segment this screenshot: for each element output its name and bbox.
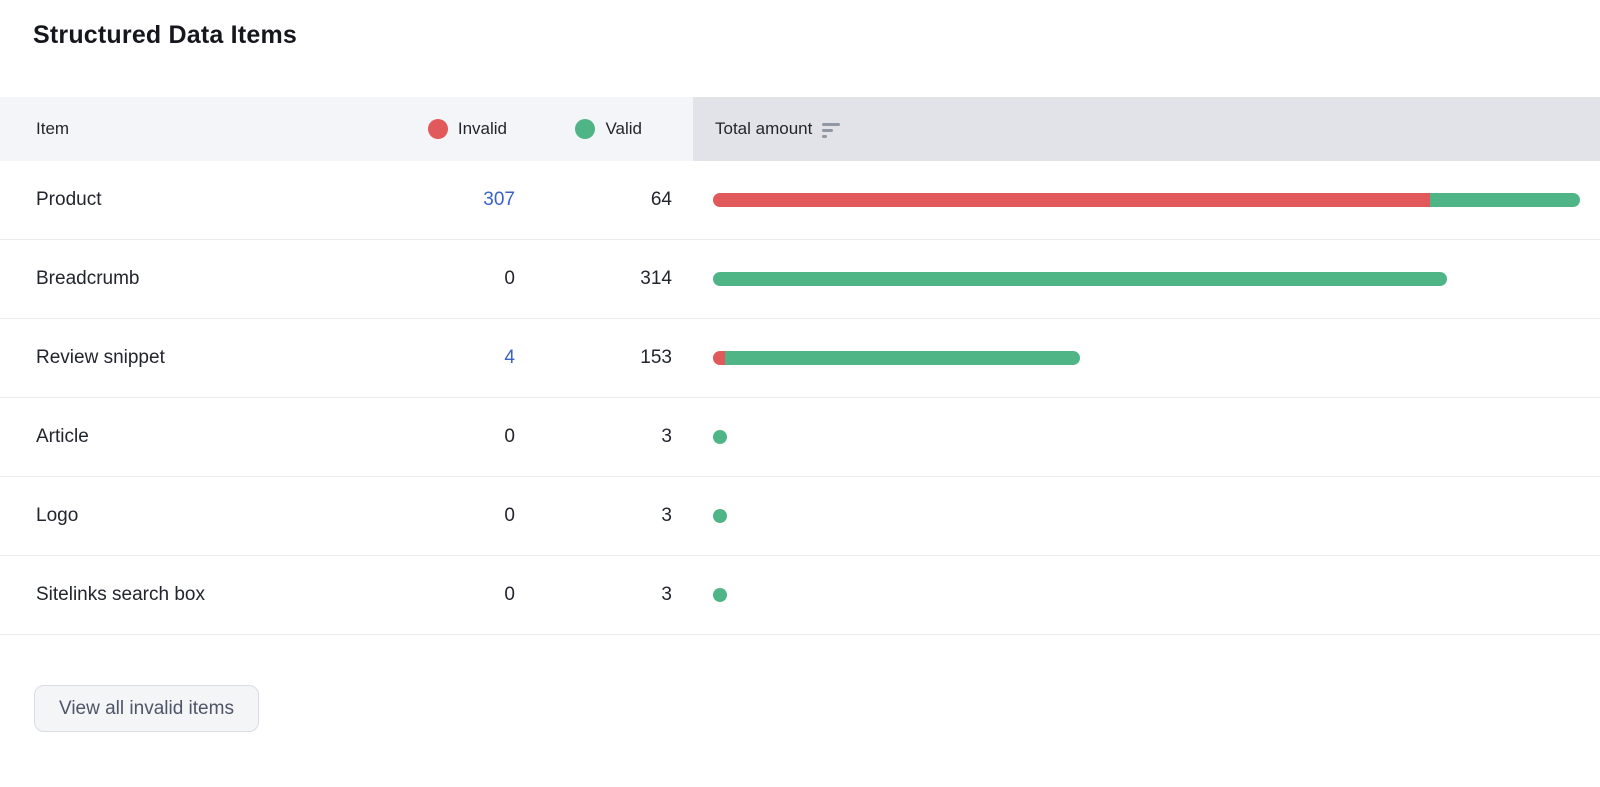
invalid-count: 0 xyxy=(504,426,515,447)
table-row: Sitelinks search box 0 3 xyxy=(0,556,1600,635)
total-amount-bar xyxy=(713,509,727,523)
item-label: Logo xyxy=(36,505,79,526)
item-label: Review snippet xyxy=(36,347,165,368)
total-amount-bar xyxy=(713,193,1580,207)
total-amount-bar xyxy=(713,272,1447,286)
invalid-count[interactable]: 4 xyxy=(504,347,515,368)
table-header-row: Item Invalid Valid Total amount xyxy=(0,97,1600,161)
invalid-count: 0 xyxy=(504,584,515,605)
column-header-invalid[interactable]: Invalid xyxy=(381,119,515,139)
invalid-header-label: Invalid xyxy=(457,119,507,138)
table-header-left: Item Invalid Valid xyxy=(0,97,693,161)
table-row: Article 0 3 xyxy=(0,398,1600,477)
total-amount-bar-cell xyxy=(713,351,1580,365)
invalid-count: 0 xyxy=(504,268,515,289)
invalid-count: 0 xyxy=(504,505,515,526)
valid-count: 64 xyxy=(650,189,672,210)
total-amount-bar-cell xyxy=(713,588,1580,602)
structured-data-table: Item Invalid Valid Total amount Product … xyxy=(0,97,1600,635)
table-row: Product 307 64 xyxy=(0,161,1600,240)
valid-count: 314 xyxy=(640,268,672,289)
table-row: Breadcrumb 0 314 xyxy=(0,240,1600,319)
total-amount-bar-cell xyxy=(713,430,1580,444)
valid-bar-segment xyxy=(725,351,1080,365)
total-amount-header-label: Total amount xyxy=(715,119,813,138)
sort-descending-icon xyxy=(822,122,841,138)
item-label: Breadcrumb xyxy=(36,268,140,289)
table-row: Review snippet 4 153 xyxy=(0,319,1600,398)
valid-count: 3 xyxy=(661,584,672,605)
valid-count: 3 xyxy=(661,505,672,526)
total-amount-bar-cell xyxy=(713,193,1580,207)
page-title: Structured Data Items xyxy=(33,21,297,49)
invalid-count[interactable]: 307 xyxy=(483,189,515,210)
column-header-total-amount[interactable]: Total amount xyxy=(693,97,1600,161)
item-label: Product xyxy=(36,189,102,210)
valid-header-label: Valid xyxy=(605,119,642,138)
table-row: Logo 0 3 xyxy=(0,477,1600,556)
valid-bar-segment xyxy=(713,509,727,523)
column-header-valid[interactable]: Valid xyxy=(515,119,672,139)
valid-count: 3 xyxy=(661,426,672,447)
valid-bar-segment xyxy=(713,588,727,602)
valid-bar-segment xyxy=(1430,193,1580,207)
total-amount-bar xyxy=(713,351,1080,365)
invalid-bar-segment xyxy=(713,351,725,365)
valid-bar-segment xyxy=(713,272,1447,286)
total-amount-bar-cell xyxy=(713,272,1580,286)
valid-bar-segment xyxy=(713,430,727,444)
total-amount-bar-cell xyxy=(713,509,1580,523)
total-amount-bar xyxy=(713,430,727,444)
column-header-item: Item xyxy=(36,119,70,138)
item-label: Sitelinks search box xyxy=(36,584,205,605)
invalid-bar-segment xyxy=(713,193,1431,207)
valid-legend-dot-icon xyxy=(575,119,596,139)
view-all-invalid-items-button[interactable]: View all invalid items xyxy=(34,685,259,732)
total-amount-bar xyxy=(713,588,727,602)
item-label: Article xyxy=(36,426,89,447)
invalid-legend-dot-icon xyxy=(427,119,448,139)
valid-count: 153 xyxy=(640,347,672,368)
table-footer: View all invalid items xyxy=(34,685,1600,732)
